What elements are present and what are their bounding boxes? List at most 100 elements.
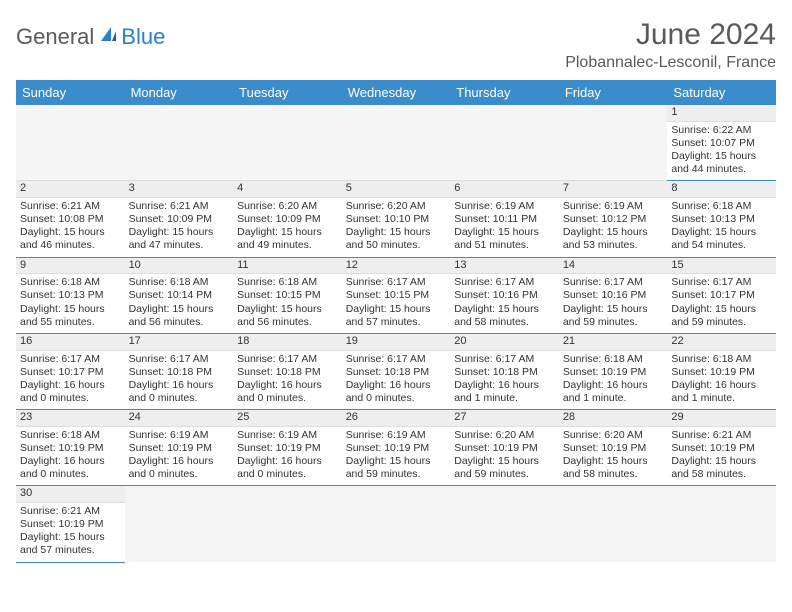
day-number: 9 — [16, 258, 125, 275]
sunset-text: Sunset: 10:19 PM — [20, 442, 121, 455]
sunrise-text: Sunrise: 6:20 AM — [346, 200, 447, 213]
calendar-cell: 6Sunrise: 6:19 AMSunset: 10:11 PMDayligh… — [450, 181, 559, 257]
day-info: Sunrise: 6:17 AMSunset: 10:17 PMDaylight… — [20, 353, 121, 406]
sunrise-text: Sunrise: 6:18 AM — [20, 429, 121, 442]
sunset-text: Sunset: 10:09 PM — [129, 213, 230, 226]
daylight-text: Daylight: 16 hours and 0 minutes. — [237, 379, 338, 405]
day-number: 22 — [667, 334, 776, 351]
daylight-text: Daylight: 16 hours and 0 minutes. — [129, 455, 230, 481]
day-info: Sunrise: 6:17 AMSunset: 10:18 PMDaylight… — [454, 353, 555, 406]
day-info: Sunrise: 6:17 AMSunset: 10:16 PMDaylight… — [563, 276, 664, 329]
day-number: 26 — [342, 410, 451, 427]
daylight-text: Daylight: 15 hours and 47 minutes. — [129, 226, 230, 252]
page-title: June 2024 — [565, 18, 776, 52]
day-number: 4 — [233, 181, 342, 198]
sunset-text: Sunset: 10:19 PM — [346, 442, 447, 455]
calendar-cell: 24Sunrise: 6:19 AMSunset: 10:19 PMDaylig… — [125, 410, 234, 486]
sunset-text: Sunset: 10:13 PM — [671, 213, 772, 226]
calendar-cell — [667, 486, 776, 562]
daylight-text: Daylight: 16 hours and 0 minutes. — [20, 379, 121, 405]
daylight-text: Daylight: 16 hours and 1 minute. — [454, 379, 555, 405]
calendar-cell — [559, 486, 668, 562]
calendar-cell: 13Sunrise: 6:17 AMSunset: 10:16 PMDaylig… — [450, 257, 559, 333]
sunrise-text: Sunrise: 6:17 AM — [346, 353, 447, 366]
daylight-text: Daylight: 15 hours and 59 minutes. — [563, 303, 664, 329]
calendar-cell: 27Sunrise: 6:20 AMSunset: 10:19 PMDaylig… — [450, 410, 559, 486]
calendar-cell: 8Sunrise: 6:18 AMSunset: 10:13 PMDayligh… — [667, 181, 776, 257]
calendar-row: 30 Sunrise: 6:21 AMSunset: 10:19 PMDaylig… — [16, 486, 776, 562]
day-number: 30 — [16, 486, 125, 503]
sunrise-text: Sunrise: 6:17 AM — [237, 353, 338, 366]
daylight-text: Daylight: 16 hours and 1 minute. — [671, 379, 772, 405]
title-block: June 2024 Plobannalec-Lesconil, France — [565, 18, 776, 72]
day-number: 16 — [16, 334, 125, 351]
day-number: 27 — [450, 410, 559, 427]
day-info: Sunrise: 6:21 AMSunset: 10:19 PMDaylight… — [20, 505, 121, 558]
day-info: Sunrise: 6:20 AMSunset: 10:19 PMDaylight… — [563, 429, 664, 482]
calendar-cell — [233, 105, 342, 181]
day-number: 29 — [667, 410, 776, 427]
daylight-text: Daylight: 16 hours and 0 minutes. — [237, 455, 338, 481]
calendar-cell: 1Sunrise: 6:22 AMSunset: 10:07 PMDayligh… — [667, 105, 776, 181]
day-number: 28 — [559, 410, 668, 427]
sunset-text: Sunset: 10:19 PM — [563, 366, 664, 379]
calendar-cell — [450, 486, 559, 562]
calendar-cell: 12Sunrise: 6:17 AMSunset: 10:15 PMDaylig… — [342, 257, 451, 333]
day-info: Sunrise: 6:18 AMSunset: 10:13 PMDaylight… — [20, 276, 121, 329]
sunrise-text: Sunrise: 6:21 AM — [671, 429, 772, 442]
daylight-text: Daylight: 15 hours and 59 minutes. — [454, 455, 555, 481]
calendar-row: 16Sunrise: 6:17 AMSunset: 10:17 PMDaylig… — [16, 333, 776, 409]
sunrise-text: Sunrise: 6:17 AM — [129, 353, 230, 366]
daylight-text: Daylight: 15 hours and 51 minutes. — [454, 226, 555, 252]
sunset-text: Sunset: 10:19 PM — [129, 442, 230, 455]
daylight-text: Daylight: 15 hours and 50 minutes. — [346, 226, 447, 252]
sunset-text: Sunset: 10:15 PM — [346, 289, 447, 302]
sunset-text: Sunset: 10:08 PM — [20, 213, 121, 226]
day-info: Sunrise: 6:18 AMSunset: 10:15 PMDaylight… — [237, 276, 338, 329]
sunset-text: Sunset: 10:15 PM — [237, 289, 338, 302]
day-number: 23 — [16, 410, 125, 427]
day-info: Sunrise: 6:21 AMSunset: 10:09 PMDaylight… — [129, 200, 230, 253]
location: Plobannalec-Lesconil, France — [565, 54, 776, 72]
daylight-text: Daylight: 15 hours and 46 minutes. — [20, 226, 121, 252]
day-number: 15 — [667, 258, 776, 275]
sunset-text: Sunset: 10:19 PM — [20, 518, 121, 531]
calendar-cell: 15Sunrise: 6:17 AMSunset: 10:17 PMDaylig… — [667, 257, 776, 333]
sunset-text: Sunset: 10:11 PM — [454, 213, 555, 226]
daylight-text: Daylight: 15 hours and 59 minutes. — [346, 455, 447, 481]
sunrise-text: Sunrise: 6:18 AM — [563, 353, 664, 366]
sunset-text: Sunset: 10:19 PM — [237, 442, 338, 455]
calendar-cell: 26 Sunrise: 6:19 AMSunset: 10:19 PMDaylig… — [342, 410, 451, 486]
sunrise-text: Sunrise: 6:18 AM — [129, 276, 230, 289]
sunrise-text: Sunrise: 6:20 AM — [563, 429, 664, 442]
calendar-row: 9Sunrise: 6:18 AMSunset: 10:13 PMDayligh… — [16, 257, 776, 333]
day-number: 25 — [233, 410, 342, 427]
sunrise-text: Sunrise: 6:17 AM — [671, 276, 772, 289]
sunset-text: Sunset: 10:13 PM — [20, 289, 121, 302]
day-number: 13 — [450, 258, 559, 275]
day-info: Sunrise: 6:18 AMSunset: 10:19 PMDaylight… — [671, 353, 772, 406]
weekday-header-row: SundayMondayTuesdayWednesdayThursdayFrid… — [16, 80, 776, 105]
calendar-cell: 2Sunrise: 6:21 AMSunset: 10:08 PMDayligh… — [16, 181, 125, 257]
calendar-cell: 21Sunrise: 6:18 AMSunset: 10:19 PMDaylig… — [559, 333, 668, 409]
daylight-text: Daylight: 15 hours and 56 minutes. — [129, 303, 230, 329]
sunset-text: Sunset: 10:17 PM — [20, 366, 121, 379]
day-info: Sunrise: 6:19 AMSunset: 10:19 PMDaylight… — [129, 429, 230, 482]
sunrise-text: Sunrise: 6:19 AM — [346, 429, 447, 442]
sunrise-text: Sunrise: 6:21 AM — [129, 200, 230, 213]
sunrise-text: Sunrise: 6:17 AM — [20, 353, 121, 366]
calendar-cell: 3Sunrise: 6:21 AMSunset: 10:09 PMDayligh… — [125, 181, 234, 257]
daylight-text: Daylight: 15 hours and 55 minutes. — [20, 303, 121, 329]
day-info: Sunrise: 6:17 AMSunset: 10:18 PMDaylight… — [129, 353, 230, 406]
calendar-cell: 23Sunrise: 6:18 AMSunset: 10:19 PMDaylig… — [16, 410, 125, 486]
day-number: 19 — [342, 334, 451, 351]
sunset-text: Sunset: 10:17 PM — [671, 289, 772, 302]
day-info: Sunrise: 6:21 AMSunset: 10:19 PMDaylight… — [671, 429, 772, 482]
day-number: 21 — [559, 334, 668, 351]
day-number: 12 — [342, 258, 451, 275]
sunrise-text: Sunrise: 6:22 AM — [671, 124, 772, 137]
calendar-cell — [125, 486, 234, 562]
sunrise-text: Sunrise: 6:18 AM — [237, 276, 338, 289]
day-info: Sunrise: 6:19 AMSunset: 10:19 PMDaylight… — [237, 429, 338, 482]
day-number: 20 — [450, 334, 559, 351]
